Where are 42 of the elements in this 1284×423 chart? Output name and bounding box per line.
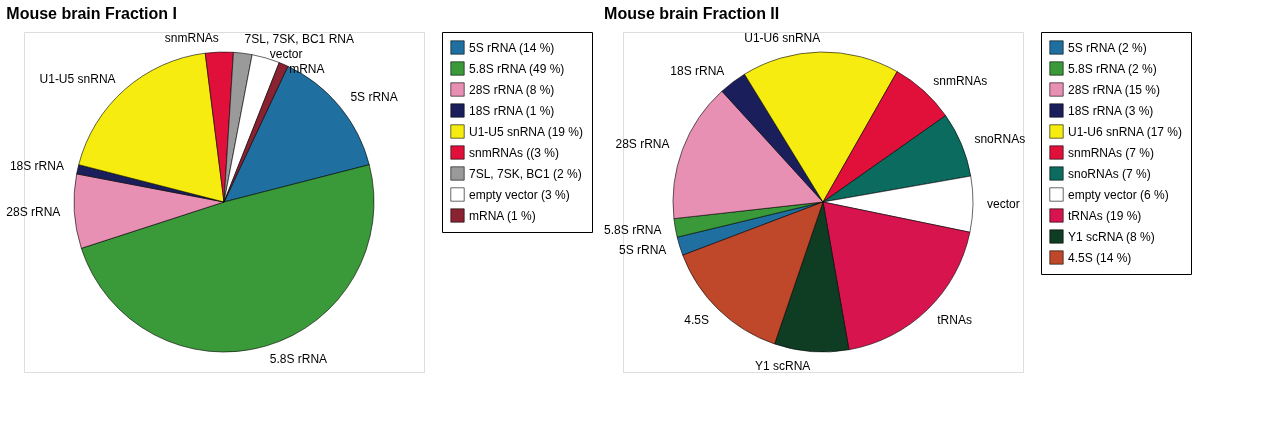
legend-label: snmRNAs (7 %) (1068, 145, 1155, 160)
chart-title: Mouse brain Fraction I (6, 4, 177, 22)
text: 4.5S (684, 312, 709, 327)
text: 5S rRNA (350, 90, 398, 105)
text: snoRNAs (974, 132, 1026, 147)
text: U1-U5 snRNA (39, 71, 116, 86)
text: snmRNAs (164, 31, 219, 46)
text: mRNA (289, 62, 325, 77)
legend-label: 5S rRNA (2 %) (1068, 40, 1147, 55)
legend-label: 7SL, 7SK, BC1 (2 %) (469, 166, 582, 181)
text: 7SL, 7SK, BC1 RNA (244, 32, 354, 47)
text: 18S rRNA (9, 159, 64, 174)
legend-label: 5.8S rRNA (2 %) (1068, 61, 1157, 76)
text: 28S rRNA (615, 137, 670, 152)
legend-label: 28S rRNA (15 %) (1068, 82, 1161, 97)
text: 28S rRNA (6, 205, 61, 220)
legend-label: U1-U6 snRNA (17 %) (1068, 124, 1183, 139)
chart-title: Mouse brain Fraction II (604, 4, 780, 22)
text: Y1 scRNA (754, 358, 811, 373)
legend-label: 5.8S rRNA (49 %) (469, 61, 565, 76)
text: 5.8S rRNA (269, 352, 328, 367)
text: snmRNAs (933, 73, 988, 88)
text: vector (269, 47, 303, 62)
text: tRNAs (937, 312, 972, 327)
legend-label: snoRNAs (7 %) (1068, 166, 1151, 181)
legend-label: mRNA (1 %) (469, 208, 536, 223)
legend-label: U1-U5 snRNA (19 %) (469, 124, 584, 139)
legend-label: 18S rRNA (1 %) (469, 103, 555, 118)
legend-label: 28S rRNA (8 %) (469, 82, 555, 97)
legend-label: Y1 scRNA (8 %) (1068, 229, 1155, 244)
text: 5S rRNA (618, 243, 667, 258)
text: vector (986, 197, 1020, 212)
text: 18S rRNA (670, 63, 725, 78)
legend-label: empty vector (3 %) (469, 187, 570, 202)
legend-label: 4.5S (14 %) (1068, 250, 1132, 265)
legend-label: snmRNAs ((3 %) (469, 145, 560, 160)
text: 5.8S rRNA (604, 223, 662, 238)
legend-label: 5S rRNA (14 %) (469, 40, 555, 55)
text: U1-U6 snRNA (744, 31, 821, 46)
legend-label: 18S rRNA (3 %) (1068, 103, 1154, 118)
legend-label: empty vector (6 %) (1068, 187, 1169, 202)
legend-label: tRNAs (19 %) (1068, 208, 1142, 223)
